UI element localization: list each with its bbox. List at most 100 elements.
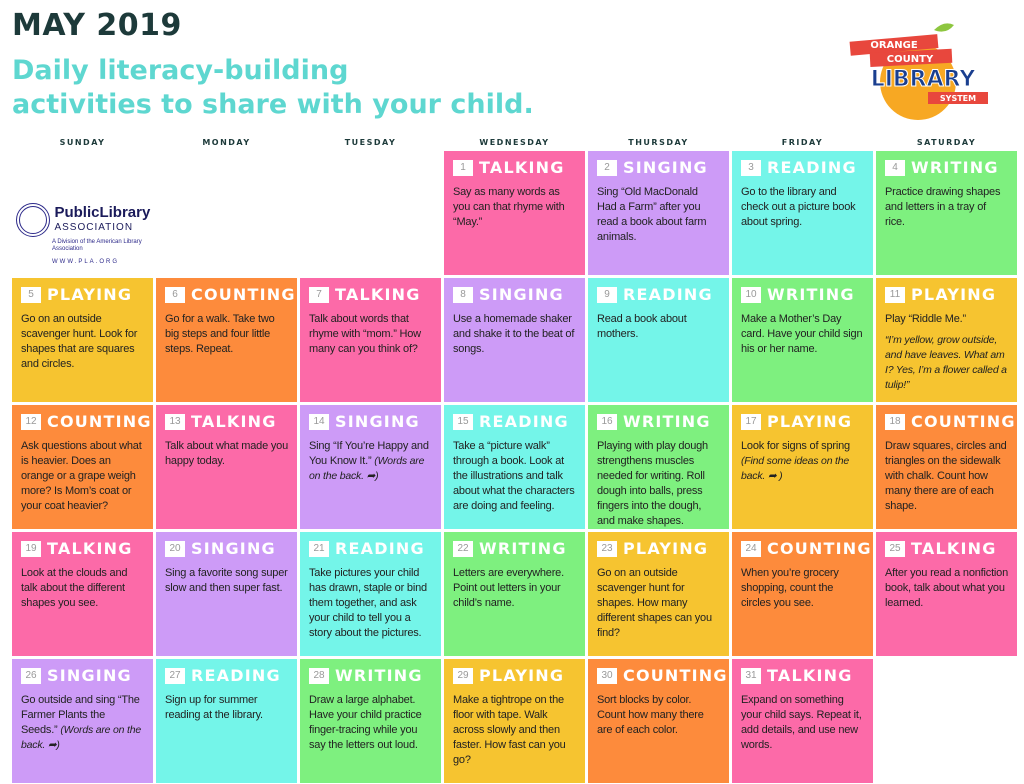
- day-cell-30: 30 COUNTING Sort blocks by color. Count ho…: [588, 659, 729, 783]
- activity-label: COUNTING: [767, 539, 872, 558]
- activity-text: Go for a walk. Take two big steps and fo…: [165, 312, 288, 357]
- day-cell-10: 10 WRITING Make a Mother’s Day card. Have …: [732, 278, 873, 402]
- pla-name-2: ASSOCIATION: [54, 222, 134, 233]
- day-cell-25: 25 TALKING After you read a nonfiction boo…: [876, 532, 1017, 656]
- dow-saturday: SATURDAY: [916, 138, 977, 147]
- activity-description: Letters are everywhere. Point out letter…: [453, 567, 564, 609]
- activity-label: SINGING: [47, 666, 132, 685]
- activity-label: TALKING: [335, 285, 421, 304]
- activity-text: Look at the clouds and talk about the di…: [21, 566, 144, 611]
- day-number: 31: [741, 667, 761, 684]
- svg-text:ORANGE: ORANGE: [870, 40, 918, 51]
- day-number: 19: [21, 540, 41, 557]
- day-number: 16: [597, 413, 617, 430]
- activity-label: READING: [191, 666, 281, 685]
- day-header: 23 PLAYING: [597, 539, 720, 558]
- day-cell-13: 13 TALKING Talk about what made you happy …: [156, 405, 297, 529]
- day-header: 26 SINGING: [21, 666, 144, 685]
- day-cell-1: 1 TALKING Say as many words as you can tha…: [444, 151, 585, 275]
- pla-logo-cell: PublicLibrary ASSOCIATION A Division of …: [12, 151, 153, 275]
- day-cell-7: 7 TALKING Talk about words that rhyme with…: [300, 278, 441, 402]
- activity-description: Say as many words as you can that rhyme …: [453, 186, 565, 228]
- activity-description: Sing “Old MacDonald Had a Farm” after yo…: [597, 186, 707, 243]
- day-number: 23: [597, 540, 617, 557]
- activity-text: Sing “If You’re Happy and You Know It.” …: [309, 439, 432, 484]
- activity-label: WRITING: [911, 158, 999, 177]
- activity-description: Read a book about mothers.: [597, 313, 687, 340]
- activity-label: TALKING: [47, 539, 133, 558]
- day-cell-3: 3 READING Go to the library and check out …: [732, 151, 873, 275]
- activity-label: WRITING: [479, 539, 567, 558]
- activity-description: Go for a walk. Take two big steps and fo…: [165, 313, 275, 355]
- dow-thursday: THURSDAY: [628, 138, 689, 147]
- activity-label: WRITING: [335, 666, 423, 685]
- activity-note: (Find some ideas on the back. ➦ ): [741, 455, 850, 482]
- activity-text: Draw a large alphabet. Have your child p…: [309, 693, 432, 753]
- activity-label: READING: [335, 539, 425, 558]
- day-cell-8: 8 SINGING Use a homemade shaker and shake …: [444, 278, 585, 402]
- activity-text: Draw squares, circles and triangles on t…: [885, 439, 1008, 514]
- day-cell-21: 21 READING Take pictures your child has dr…: [300, 532, 441, 656]
- day-number: 10: [741, 286, 761, 303]
- activity-label: SINGING: [623, 158, 708, 177]
- activity-description: Practice drawing shapes and letters in a…: [885, 186, 1001, 228]
- day-header: 21 READING: [309, 539, 432, 558]
- activity-description: Draw squares, circles and triangles on t…: [885, 440, 1007, 512]
- activity-description: Go to the library and check out a pictur…: [741, 186, 856, 228]
- activity-description: Look at the clouds and talk about the di…: [21, 567, 128, 609]
- activity-label: READING: [479, 412, 569, 431]
- activity-label: SINGING: [335, 412, 420, 431]
- activity-description: After you read a nonfiction book, talk a…: [885, 567, 1009, 609]
- activity-description: Talk about words that rhyme with “mom.” …: [309, 313, 421, 355]
- activity-text: Sing a favorite song super slow and then…: [165, 566, 288, 596]
- day-header: 31 TALKING: [741, 666, 864, 685]
- activity-note: (Words are on the back. ➦): [309, 455, 425, 482]
- activity-text: Talk about words that rhyme with “mom.” …: [309, 312, 432, 357]
- activity-description: Ask questions about what is heavier. Doe…: [21, 440, 142, 512]
- pla-division: A Division of the American Library Assoc…: [52, 239, 142, 252]
- day-header: 10 WRITING: [741, 285, 864, 304]
- day-cell-23: 23 PLAYING Go on an outside scavenger hunt…: [588, 532, 729, 656]
- day-header: 19 TALKING: [21, 539, 144, 558]
- day-header: 9 READING: [597, 285, 720, 304]
- pla-url: WWW.PLA.ORG: [52, 259, 119, 265]
- activity-label: TALKING: [191, 412, 277, 431]
- activity-description: Use a homemade shaker and shake it to th…: [453, 313, 575, 355]
- day-header: 11 PLAYING: [885, 285, 1008, 304]
- activity-text: Talk about what made you happy today.: [165, 439, 288, 469]
- activity-label: SINGING: [191, 539, 276, 558]
- activity-text: Sort blocks by color. Count how many the…: [597, 693, 720, 738]
- activity-description: Sort blocks by color. Count how many the…: [597, 694, 704, 736]
- day-number: 30: [597, 667, 617, 684]
- activity-text: Use a homemade shaker and shake it to th…: [453, 312, 576, 357]
- day-number: 8: [453, 286, 473, 303]
- activity-description: Play “Riddle Me.”: [885, 313, 966, 325]
- activity-label: TALKING: [479, 158, 565, 177]
- activity-label: TALKING: [767, 666, 853, 685]
- day-number: 14: [309, 413, 329, 430]
- activity-text: Play “Riddle Me.” “I’m yellow, grow outs…: [885, 312, 1008, 393]
- activity-description: When you’re grocery shopping, count the …: [741, 567, 839, 609]
- day-cell-4: 4 WRITING Practice drawing shapes and lett…: [876, 151, 1017, 275]
- dow-wednesday: WEDNESDAY: [479, 138, 550, 147]
- activity-label: PLAYING: [479, 666, 565, 685]
- day-number: 12: [21, 413, 41, 430]
- day-cell-28: 28 WRITING Draw a large alphabet. Have you…: [300, 659, 441, 783]
- day-header: 12 COUNTING: [21, 412, 151, 431]
- activity-note: (Words are on the back. ➦): [21, 724, 142, 751]
- day-of-week-header: SUNDAY MONDAY TUESDAY WEDNESDAY THURSDAY FRID…: [12, 138, 1017, 147]
- activity-text: Look for signs of spring (Find some idea…: [741, 439, 864, 484]
- day-cell-20: 20 SINGING Sing a favorite song super slow…: [156, 532, 297, 656]
- activity-text: Go on an outside scavenger hunt. Look fo…: [21, 312, 144, 372]
- activity-label: PLAYING: [623, 539, 709, 558]
- activity-label: COUNTING: [191, 285, 296, 304]
- activity-text: Practice drawing shapes and letters in a…: [885, 185, 1008, 230]
- activity-text: Go outside and sing “The Farmer Plants t…: [21, 693, 144, 753]
- illustration-cell-saturday: [876, 659, 1017, 783]
- activity-label: PLAYING: [767, 412, 853, 431]
- day-header: 27 READING: [165, 666, 288, 685]
- day-header: 6 COUNTING: [165, 285, 295, 304]
- day-number: 4: [885, 159, 905, 176]
- day-cell-17: 17 PLAYING Look for signs of spring (Find …: [732, 405, 873, 529]
- day-number: 1: [453, 159, 473, 176]
